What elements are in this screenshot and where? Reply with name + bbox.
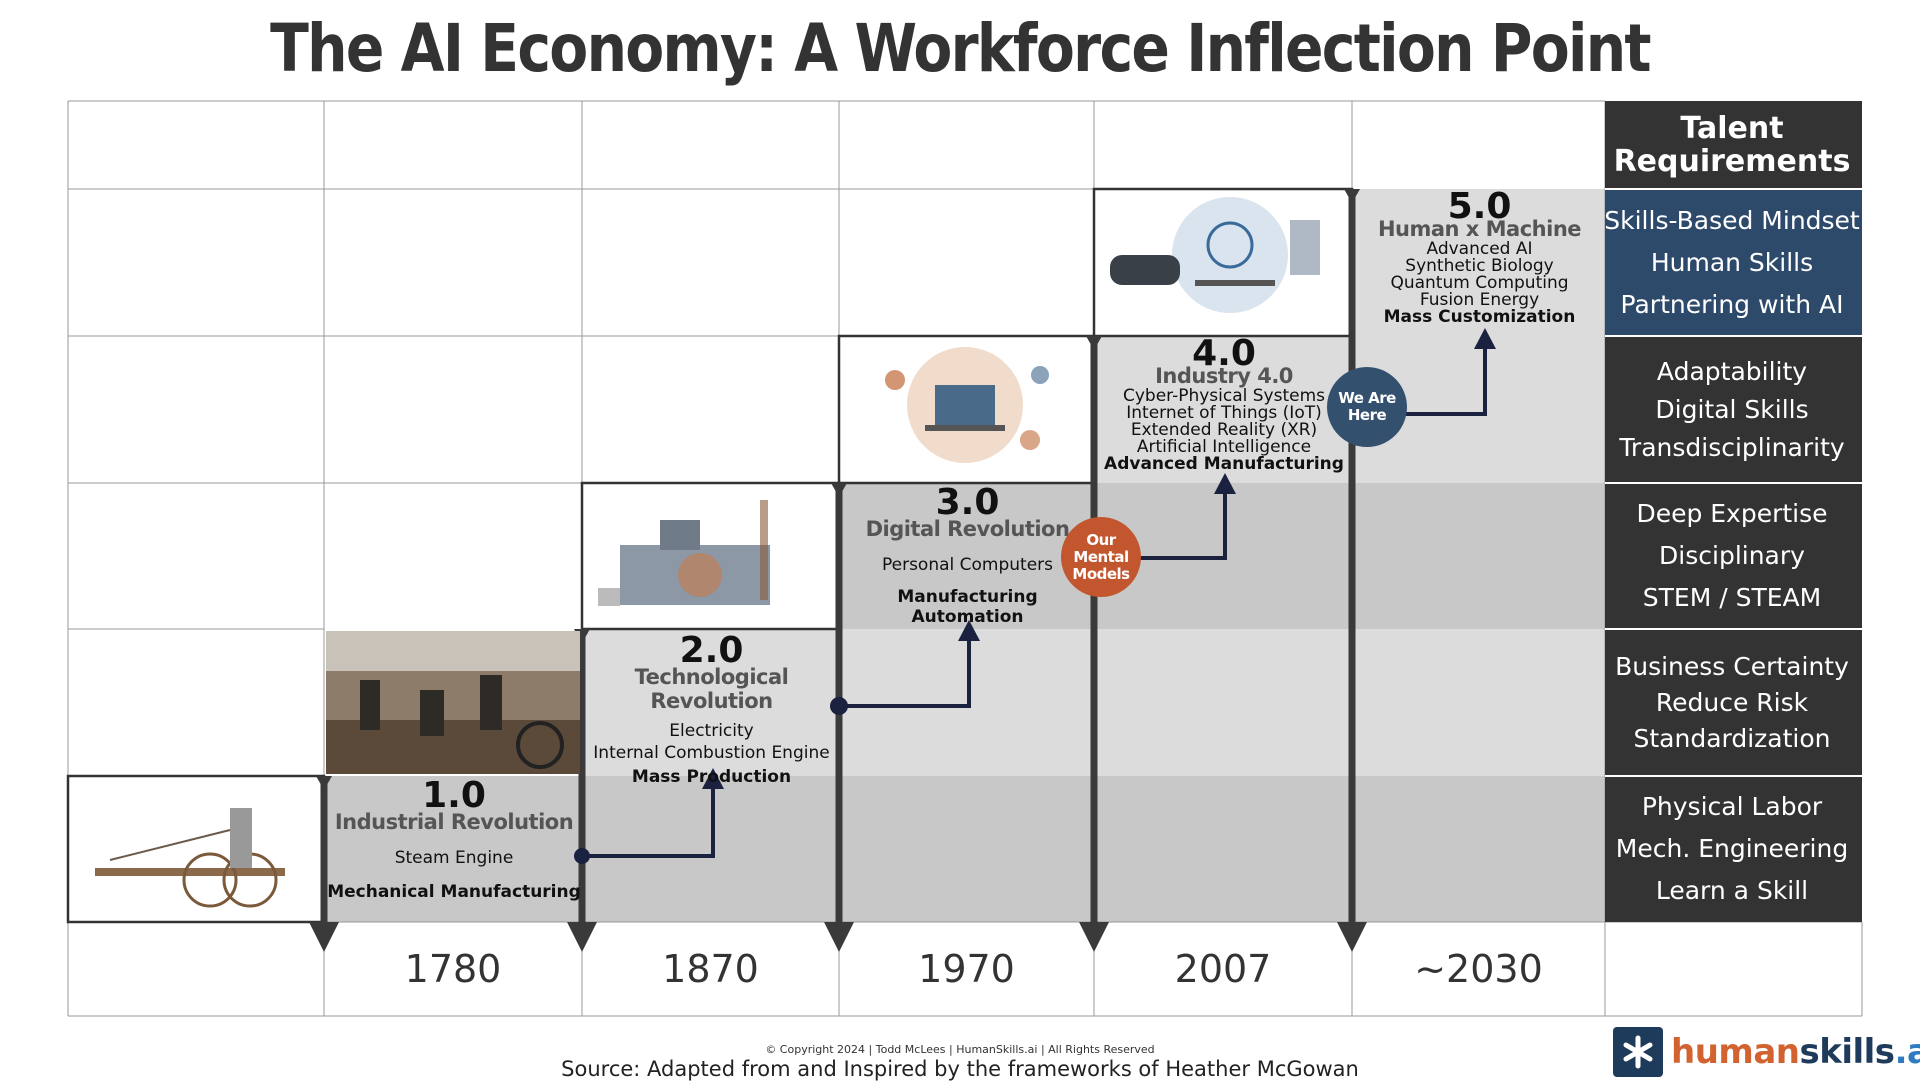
talent-item: Reduce Risk [1655, 687, 1809, 717]
revolution-name: Technological Revolution [634, 665, 789, 713]
talent-item: Digital Skills [1655, 394, 1809, 424]
step-area-1 [324, 776, 1605, 922]
year-label-1970: 1970 [918, 947, 1015, 991]
revolution-name: Industry 4.0 [1155, 364, 1293, 388]
logo-part-ai: .ai [1894, 1032, 1920, 1072]
we-are-here-badge: We Are Here [1327, 367, 1407, 447]
revolution-bold-item: Advanced Manufacturing [1104, 454, 1344, 474]
revolution-item: Synthetic Biology [1405, 256, 1554, 276]
revolution-item: Artificial Intelligence [1136, 437, 1312, 457]
badge-line: Our [1086, 530, 1116, 549]
revolution-item: Personal Computers [881, 555, 1054, 575]
revolution-bold-item: Mass Customization [1383, 307, 1576, 327]
revolution-item: Electricity [669, 721, 754, 741]
year-label-1780: 1780 [404, 947, 502, 991]
talent-item: Learn a Skill [1655, 876, 1809, 905]
talent-item: Adaptability [1656, 356, 1808, 386]
revolution-name: Human x Machine [1377, 217, 1582, 241]
copyright-text: © Copyright 2024 | Todd McLees | HumanSk… [765, 1043, 1155, 1056]
asterisk-logo-icon [1613, 1027, 1663, 1077]
talent-item: STEM / STEAM [1642, 583, 1822, 612]
talent-item: Physical Labor [1641, 792, 1823, 821]
source-text: Source: Adapted from and Inspired by the… [561, 1057, 1359, 1081]
revolution-number: 2.0 [679, 630, 744, 671]
revolution-3: 3.0 Digital Revolution Personal Computer… [841, 482, 1094, 628]
logo-part-skills: skills [1799, 1032, 1896, 1072]
steam-engine-illustration [95, 808, 285, 908]
revolution-4: 4.0 Industry 4.0 Cyber-Physical Systems … [1096, 336, 1352, 473]
talent-item: Standardization [1633, 723, 1831, 753]
mental-models-badge: Our Mental Models [1061, 517, 1141, 597]
talent-item: Skills-Based Mindset [1604, 205, 1860, 235]
logo-wordmark: humanskills.ai [1671, 1032, 1920, 1072]
revolution-bold-item: Mechanical Manufacturing [327, 882, 581, 902]
talent-row-5: Skills-Based Mindset Human Skills Partne… [1604, 189, 1860, 336]
vr-technology-illustration [1110, 197, 1320, 313]
step-area-5 [1352, 189, 1605, 336]
talent-row-3: Deep Expertise Disciplinary STEM / STEAM [1604, 483, 1860, 629]
revolution-item: Steam Engine [394, 848, 514, 868]
revolution-item: Fusion Energy [1419, 290, 1540, 310]
talent-item: Deep Expertise [1636, 499, 1828, 528]
revolution-item: Advanced AI [1426, 239, 1533, 259]
revolution-name: Industrial Revolution [334, 810, 574, 834]
talent-item: Business Certainty [1615, 651, 1849, 681]
badge-line: Here [1347, 406, 1387, 424]
talent-header-line-2: Requirements [1613, 144, 1851, 179]
revolution-item: Internal Combustion Engine [593, 743, 830, 763]
computers-illustration [885, 347, 1049, 463]
revolution-number: 1.0 [422, 775, 486, 816]
revolution-item: Internet of Things (IoT) [1126, 403, 1322, 423]
talent-row-2: Business Certainty Reduce Risk Standardi… [1604, 629, 1860, 776]
revolution-number: 3.0 [935, 482, 1000, 523]
humanskills-logo: humanskills.ai [1613, 1027, 1920, 1077]
revolution-bold-item: Mass Production [631, 767, 792, 787]
revolution-item: Cyber-Physical Systems [1122, 386, 1326, 406]
factory-photo [326, 631, 580, 774]
badge-line: We Are [1338, 389, 1396, 407]
revolution-item: Extended Reality (XR) [1130, 420, 1318, 440]
talent-requirements-header: Talent Requirements [1604, 101, 1860, 189]
talent-item: Mech. Engineering [1615, 834, 1849, 863]
revolution-number: 5.0 [1447, 186, 1512, 227]
year-label-1870: 1870 [662, 947, 759, 991]
talent-item: Disciplinary [1659, 541, 1805, 570]
year-label-2007: 2007 [1174, 947, 1272, 991]
revolution-item: Quantum Computing [1390, 273, 1569, 293]
talent-item: Transdisciplinarity [1619, 432, 1845, 462]
badge-line: Mental [1073, 547, 1129, 566]
talent-header-line-1: Talent [1680, 111, 1784, 146]
talent-row-1: Physical Labor Mech. Engineering Learn a… [1604, 776, 1860, 922]
machinery-illustration [598, 500, 770, 606]
revolution-name: Digital Revolution [865, 517, 1070, 541]
revolution-2: 2.0 Technological Revolution Electricity… [584, 630, 839, 788]
revolution-number: 4.0 [1192, 333, 1256, 374]
logo-part-human: human [1671, 1032, 1800, 1072]
revolution-5: 5.0 Human x Machine Advanced AI Syntheti… [1354, 189, 1605, 326]
year-label-2030: ~2030 [1414, 947, 1543, 991]
talent-row-4: Adaptability Digital Skills Transdiscipl… [1604, 336, 1860, 483]
talent-item: Human Skills [1650, 247, 1814, 277]
badge-line: Models [1072, 564, 1130, 583]
revolution-bold-item: Manufacturing Automation [897, 587, 1038, 627]
page-title: The AI Economy: A Workforce Inflection P… [270, 10, 1651, 87]
talent-item: Partnering with AI [1620, 289, 1844, 319]
revolution-1: 1.0 Industrial Revolution Steam Engine M… [326, 775, 582, 903]
